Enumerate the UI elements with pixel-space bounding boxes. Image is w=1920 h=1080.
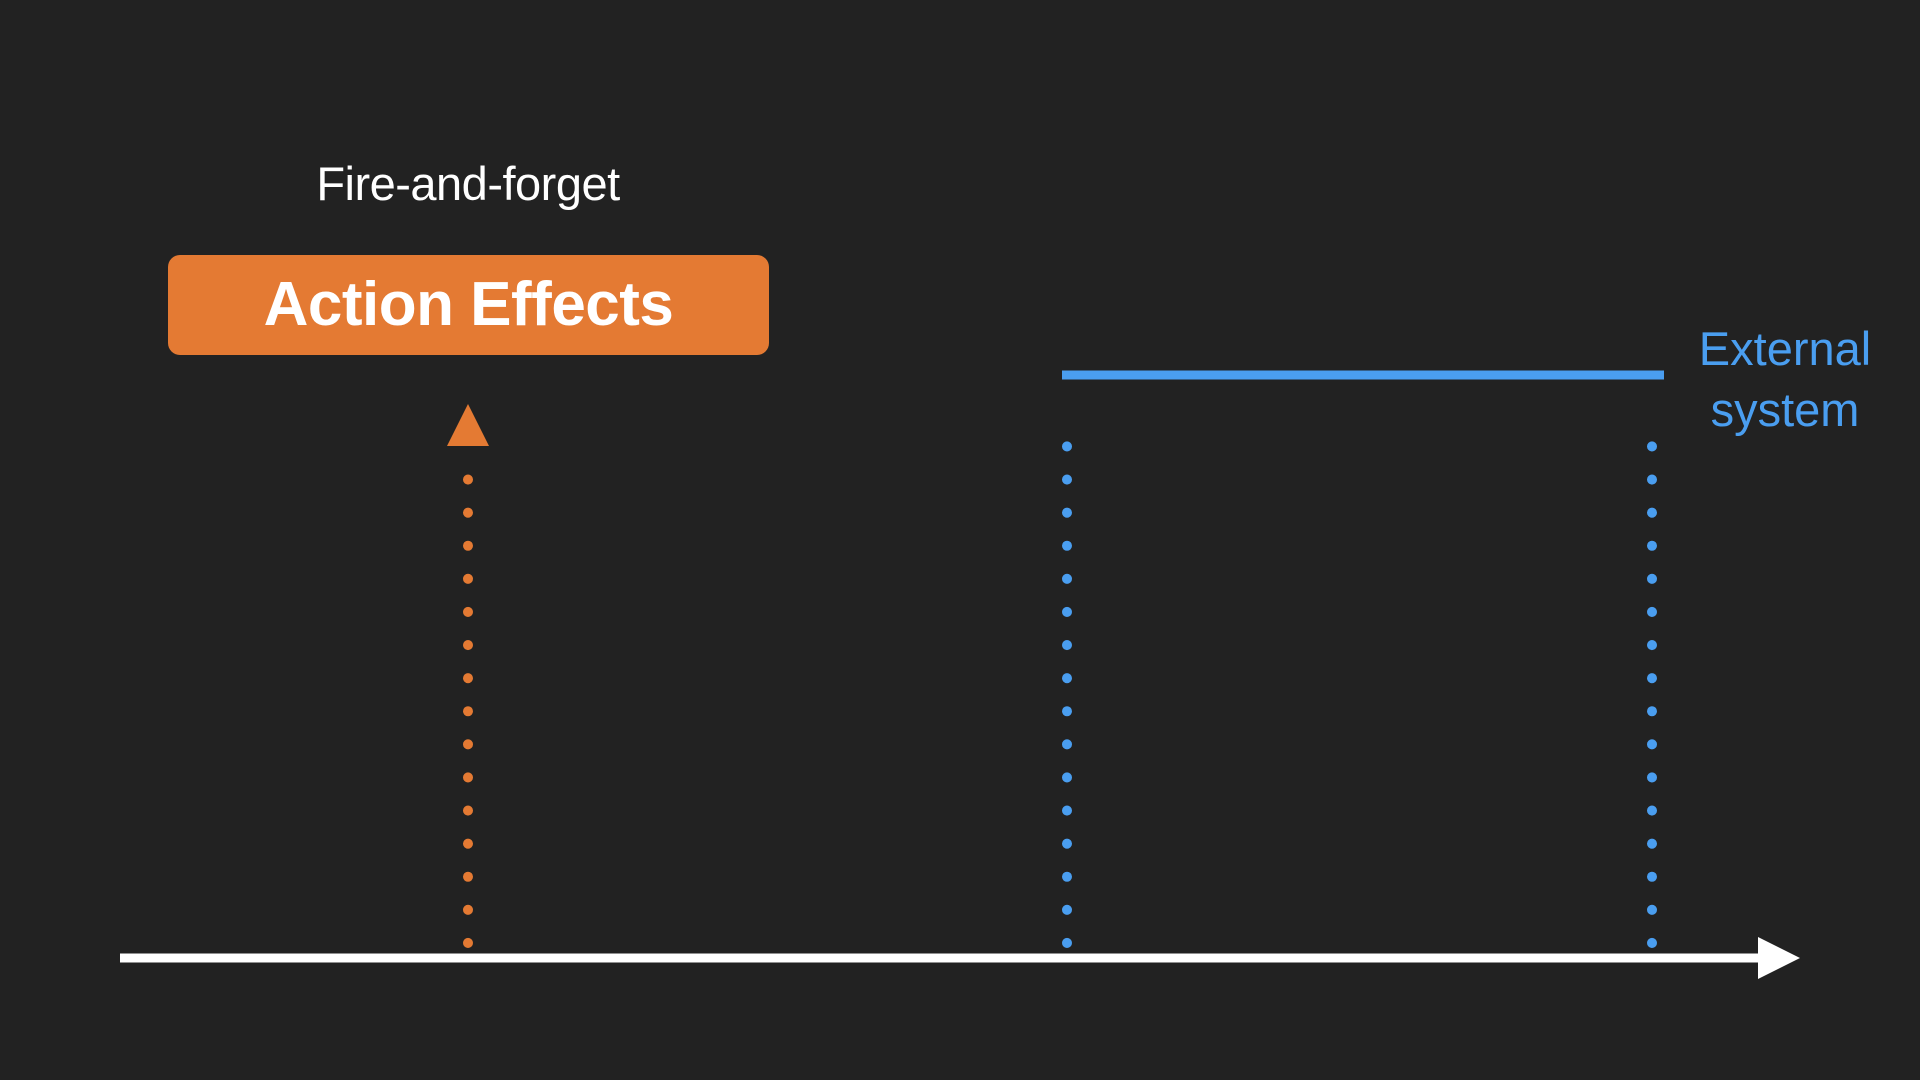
action-arrowhead — [447, 404, 489, 446]
external-system-label: External system — [1660, 318, 1910, 440]
fire-and-forget-caption: Fire-and-forget — [316, 157, 620, 210]
timeline-arrowhead — [1758, 937, 1800, 979]
external-system-label-line1: External — [1698, 322, 1872, 375]
external-system-label-line2: system — [1710, 383, 1860, 436]
action-effects-box: Action Effects — [168, 255, 769, 355]
